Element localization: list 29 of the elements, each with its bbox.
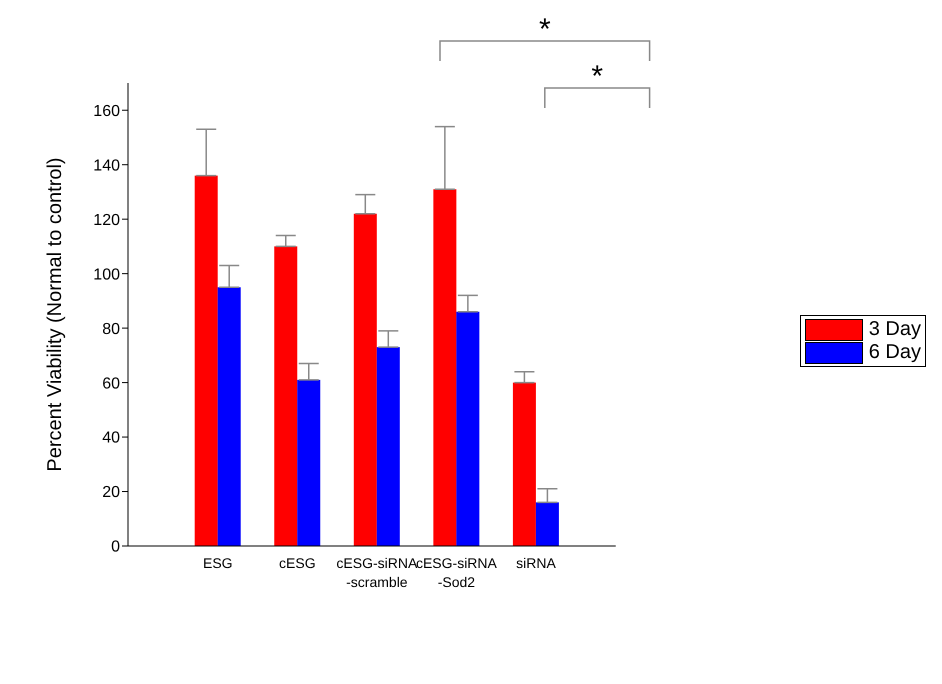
x-tick-label: cESG [279, 555, 316, 571]
y-tick-label: 140 [93, 157, 120, 174]
y-tick-label: 40 [102, 430, 120, 447]
y-tick-label: 120 [93, 212, 120, 229]
legend-label: 3 Day [868, 318, 921, 341]
bar [536, 502, 559, 546]
y-tick-label: 20 [102, 484, 120, 502]
bar [297, 380, 320, 546]
bar [274, 246, 298, 546]
y-tick-label: 80 [102, 320, 120, 338]
y-axis-title: Percent Viability (Normal to control) [44, 157, 66, 472]
y-tick-label: 100 [93, 266, 120, 284]
x-tick-label: siRNA [516, 555, 556, 571]
bar [456, 312, 480, 546]
legend-label: 6 Day [868, 341, 921, 364]
bar [376, 347, 400, 546]
bar [194, 176, 218, 546]
x-tick-label: cESG-siRNA -Sod2 [416, 555, 498, 590]
bar [512, 382, 536, 546]
y-tick-label: 160 [93, 102, 120, 120]
x-tick-label: ESG [202, 555, 233, 571]
bar [218, 287, 241, 546]
annotation: * [591, 60, 604, 93]
y-tick-label: 60 [102, 375, 120, 392]
bar [433, 189, 456, 546]
y-tick-label: 0 [111, 538, 120, 556]
text: * [538, 13, 551, 46]
bar [354, 214, 377, 546]
x-tick-label: cESG-siRNA -scramble [336, 555, 418, 590]
